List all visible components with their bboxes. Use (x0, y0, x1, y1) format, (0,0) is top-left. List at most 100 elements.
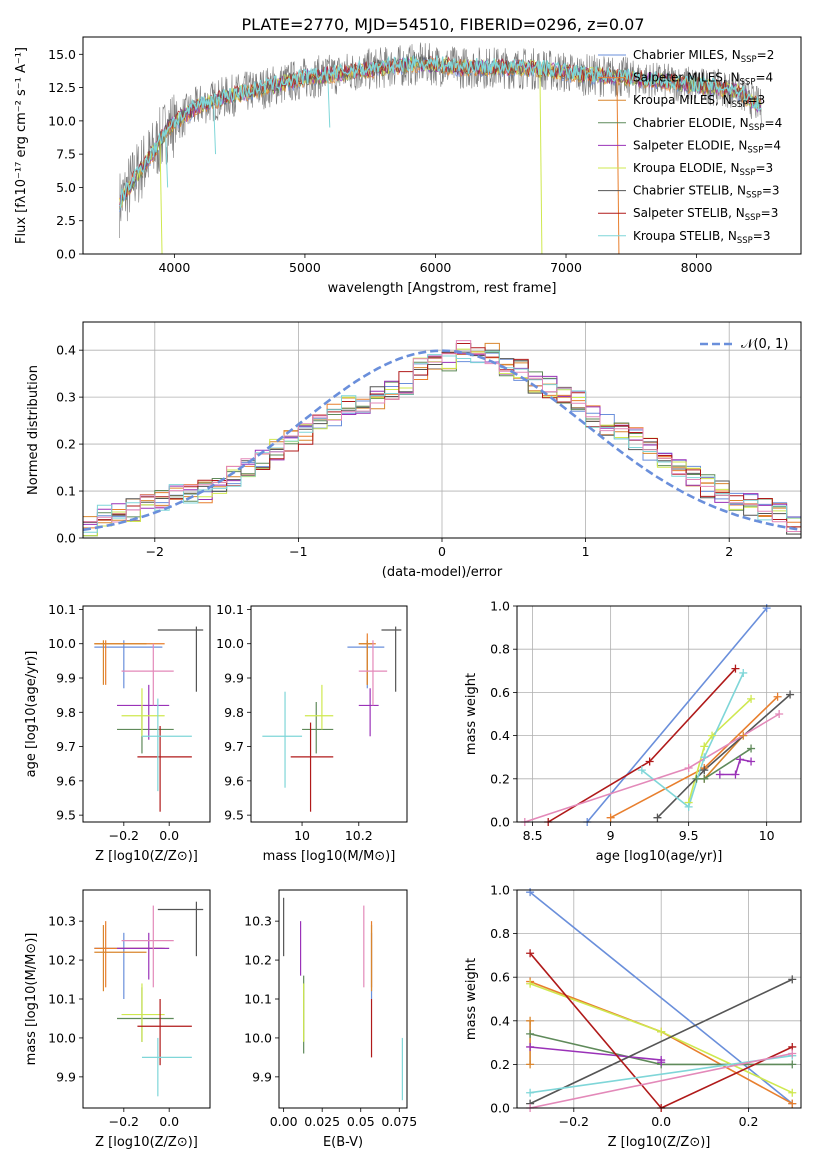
y-tick-label: 15.0 (48, 47, 76, 62)
y-tick-label: 9.7 (224, 739, 244, 754)
weight-point-marker (700, 753, 709, 762)
weight-series-line (529, 1052, 793, 1108)
age-vs-Z-panel: −0.2 0.0 9.5 9.6 9.7 9.8 9.9 10.0 10.1 Z [log10(Z… (24, 602, 211, 864)
mass-vs-Z-panel: −0.2 0.0 9.9 10.0 10.1 10.2 10.3 Z [log10(Z/Z⊙)… (24, 889, 211, 1150)
x-tick-label: −2 (146, 544, 164, 559)
legend-entry: Kroupa STELIB, NSSP=3 (633, 229, 771, 246)
y-tick-label: 10.1 (48, 992, 76, 1007)
weight-point-marker (526, 949, 535, 958)
x-tick-label: 10.2 (345, 828, 373, 843)
x-tick-label: −1 (289, 544, 307, 559)
y-tick-label: 10.3 (48, 914, 76, 929)
normal-curve (83, 349, 801, 532)
axes-frame (82, 605, 211, 823)
spectrum-legend: Chabrier MILES, NSSP=2 Salpeter MILES, NS… (598, 48, 782, 246)
weight-point-marker (700, 766, 709, 775)
weight-series-line (586, 607, 768, 822)
spectrum-feature (616, 76, 620, 254)
weight-point-marker (526, 1060, 535, 1069)
x-tick-label: 0.0 (159, 1114, 179, 1129)
legend-entry: Chabrier STELIB, NSSP=3 (633, 184, 780, 201)
x-axis-label: E(B-V) (323, 1135, 363, 1150)
age-vs-mass-plot-area (262, 626, 402, 812)
y-tick-label: 1.0 (490, 599, 510, 614)
weight-point-marker (731, 664, 740, 673)
x-tick-label: 1 (582, 544, 590, 559)
y-axis-label: mass weight (464, 673, 479, 755)
figure-title: PLATE=2770, MJD=54510, FIBERID=0296, z=0… (241, 15, 644, 34)
spectrum-panel: 4000 5000 6000 7000 8000 0.0 2.5 5.0 7.5 10.0 12.5… (14, 36, 802, 296)
x-tick-label: 9.5 (679, 828, 699, 843)
y-tick-label: 10.2 (244, 953, 272, 968)
x-axis-label: age [log10(age/yr)] (596, 849, 723, 864)
y-axis-label: Normed distribution (26, 365, 41, 495)
spectrum-feature (213, 100, 217, 155)
y-tick-label: 1.0 (490, 883, 510, 898)
y-tick-label: 0.8 (490, 926, 510, 941)
weight-point-marker (786, 690, 795, 699)
mass-vs-Z-plot-area (94, 901, 204, 1097)
weight-point-marker (747, 694, 756, 703)
y-tick-label: 9.5 (224, 808, 244, 823)
y-tick-label: 5.0 (56, 180, 76, 195)
x-tick-label: 9 (607, 828, 615, 843)
axes-frame (516, 889, 802, 1109)
y-tick-label: 0.6 (490, 685, 510, 700)
x-tick-label: 10 (759, 828, 775, 843)
x-tick-label: 8000 (681, 260, 713, 275)
weight-point-marker (526, 1088, 535, 1097)
weight-point-marker (788, 1088, 797, 1097)
x-tick-label: 0.0 (159, 828, 179, 843)
y-tick-label: 9.9 (252, 1069, 272, 1084)
x-tick-label: −0.2 (109, 828, 139, 843)
residuals-panel: −2 −1 0 1 2 0.0 0.1 0.2 0.3 0.4 (data-model)/error… (26, 321, 802, 580)
weight-point-marker (700, 742, 709, 751)
x-tick-label: −0.2 (109, 1114, 139, 1129)
y-axis-label: mass weight (464, 958, 479, 1040)
massweight-vs-Z-plot-area (529, 891, 793, 1108)
y-axis-label: age [log10(age/yr)] (24, 651, 39, 778)
weight-point-marker (606, 813, 615, 822)
x-axis-label: wavelength [Angstrom, rest frame] (328, 281, 557, 296)
weight-point-marker (739, 668, 748, 677)
x-tick-label: 5000 (289, 260, 321, 275)
x-axis-label: Z [log10(Z/Z⊙)] (608, 1135, 711, 1150)
y-tick-label: 12.5 (48, 80, 76, 95)
spectrum-feature (327, 75, 331, 128)
mass-vs-ebv-plot-area (283, 897, 403, 1101)
x-tick-label: −0.2 (559, 1114, 589, 1129)
y-tick-label: 0.4 (490, 1013, 510, 1028)
spectrum-model-line (119, 55, 762, 210)
y-tick-label: 10.1 (244, 992, 272, 1007)
x-tick-label: 0 (438, 544, 446, 559)
histogram-series (83, 340, 801, 538)
y-tick-label: 10.0 (48, 1030, 76, 1045)
spectrum-data-line (119, 42, 762, 239)
axes-frame (278, 889, 408, 1109)
y-tick-label: 0.0 (490, 1101, 510, 1116)
y-tick-label: 10.0 (244, 1030, 272, 1045)
x-tick-label: 7000 (550, 260, 582, 275)
mass-vs-ebv-panel: 0.00 0.025 0.05 0.075 9.9 10.0 10.1 10.2 10.3 E(B… (244, 889, 417, 1150)
weight-point-marker (657, 1027, 666, 1036)
y-tick-label: 10.0 (48, 113, 76, 128)
y-tick-label: 0.1 (56, 484, 76, 499)
weight-point-marker (788, 1049, 797, 1058)
x-tick-label: 10 (294, 828, 310, 843)
weight-point-marker (526, 1029, 535, 1038)
massweight-vs-Z-panel: −0.2 0.0 0.2 0.0 0.2 0.4 0.6 0.8 1.0 Z [log10(Z/Z… (464, 883, 802, 1150)
x-tick-label: 2 (725, 544, 733, 559)
weight-point-marker (788, 1099, 797, 1108)
weight-point-marker (637, 766, 646, 775)
y-tick-label: 7.5 (56, 147, 76, 162)
weight-point-marker (731, 770, 740, 779)
axes-frame (82, 36, 802, 255)
weight-series-line (719, 758, 752, 776)
y-tick-label: 2.5 (56, 213, 76, 228)
x-axis-label: mass [log10(M/M⊙)] (263, 849, 396, 864)
y-tick-label: 0.0 (56, 247, 76, 262)
x-tick-label: 6000 (420, 260, 452, 275)
y-tick-label: 9.5 (56, 808, 76, 823)
weight-series-line (610, 696, 779, 819)
x-axis-label: Z [log10(Z/Z⊙)] (95, 849, 198, 864)
